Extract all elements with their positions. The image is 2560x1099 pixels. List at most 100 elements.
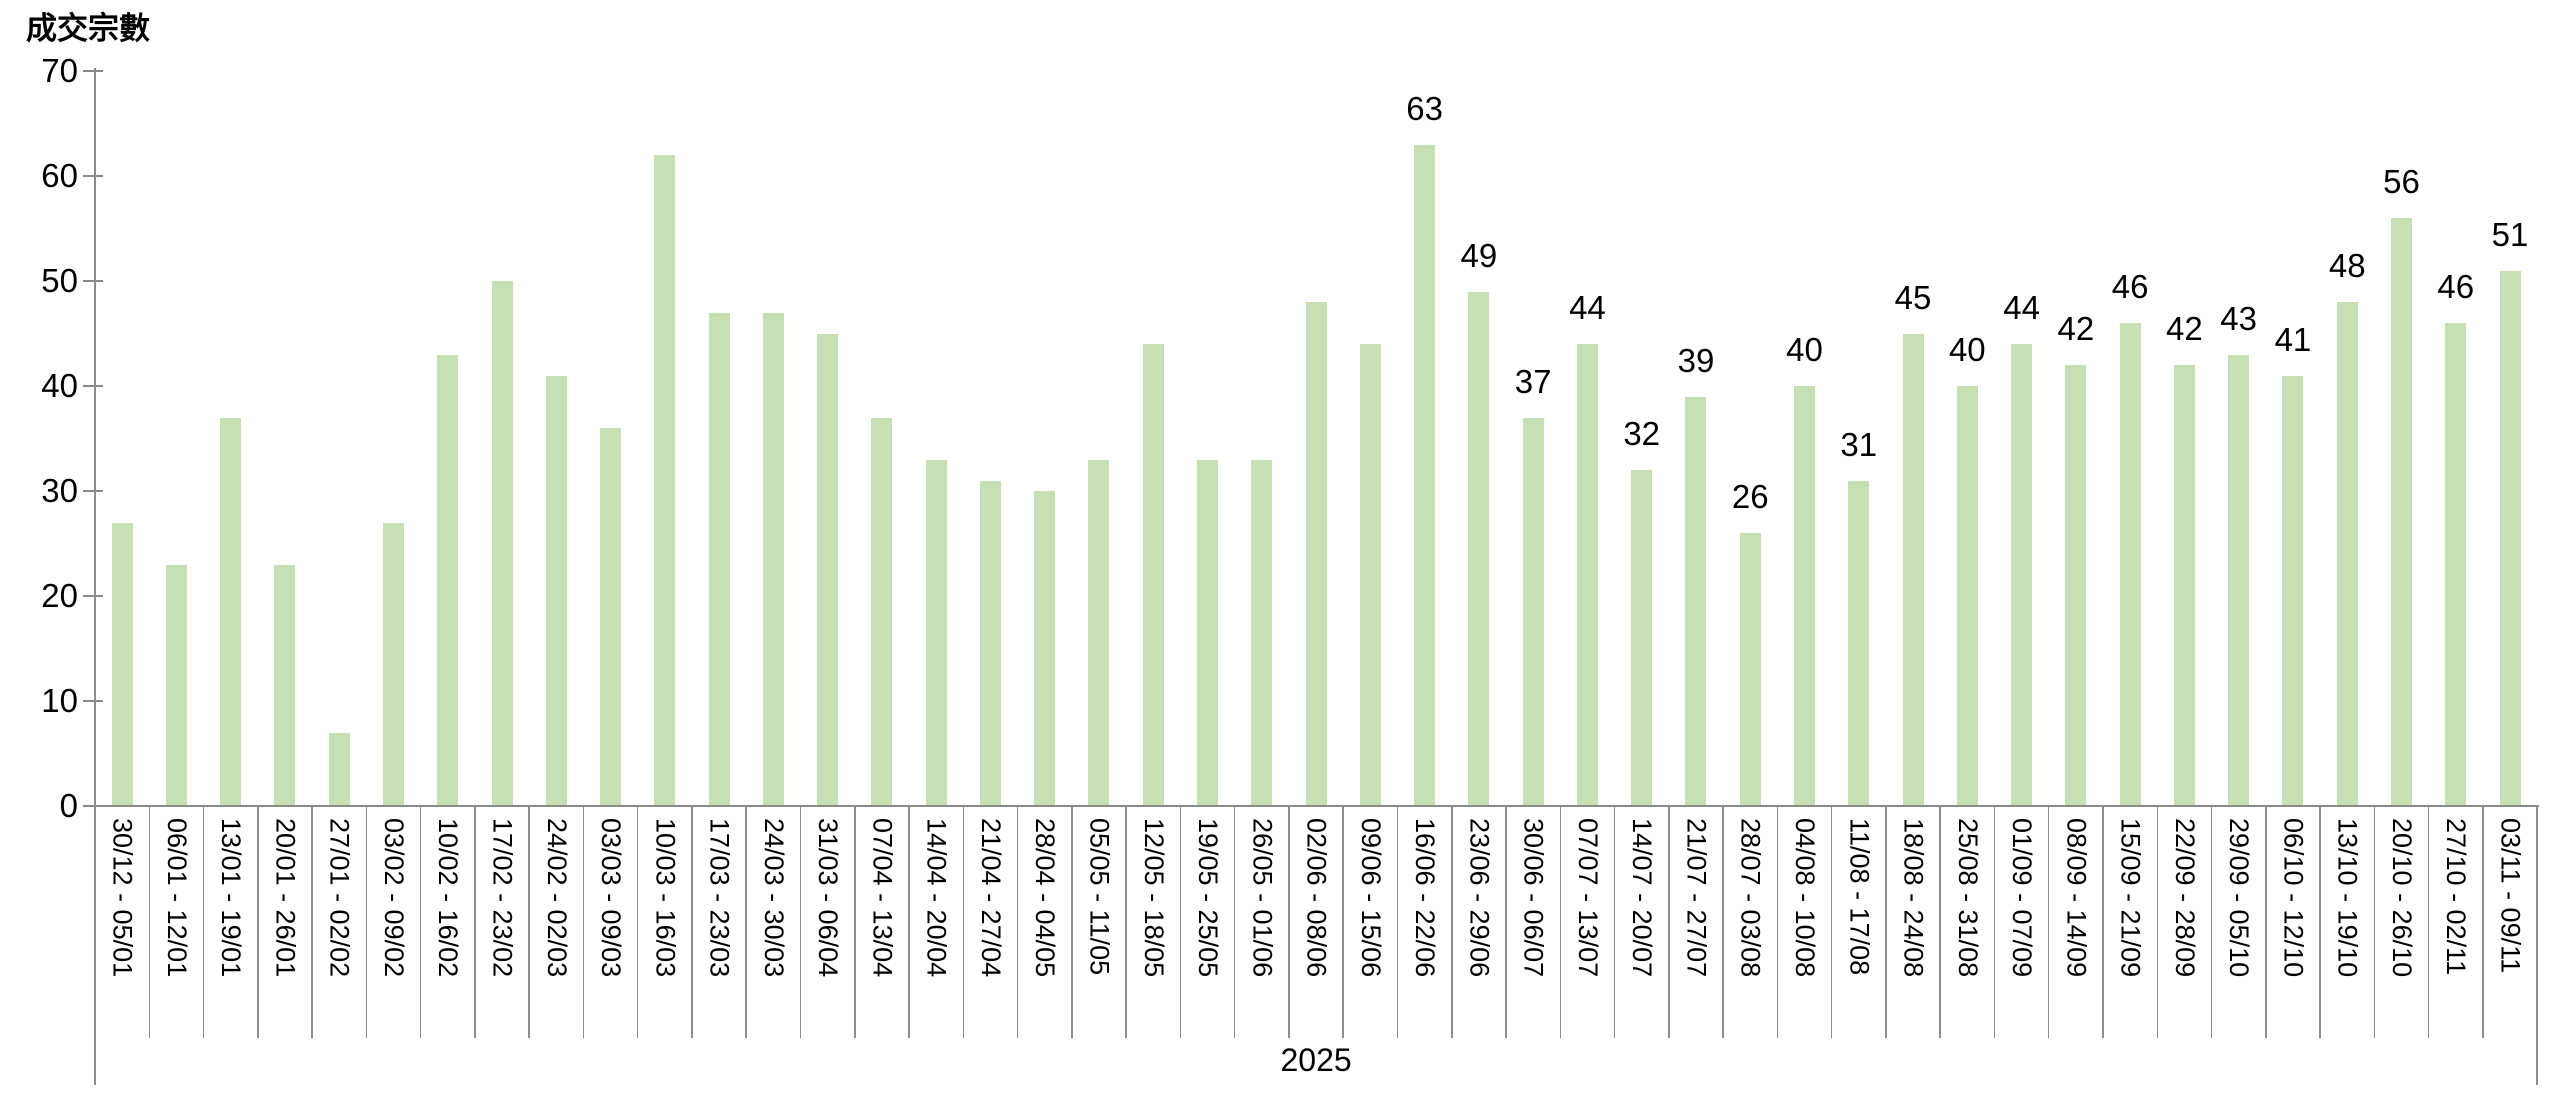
category-separator — [257, 806, 259, 1038]
category-separator — [2102, 806, 2104, 1038]
x-tick-label: 29/09 - 05/10 — [2212, 818, 2266, 1050]
x-tick-label-text: 26/05 - 01/06 — [1247, 818, 1278, 978]
category-separator — [1288, 806, 1290, 1038]
axis-boundary — [94, 806, 96, 1085]
bar — [2282, 375, 2304, 806]
bar-value-label: 51 — [2491, 215, 2529, 253]
y-tick-mark — [83, 280, 103, 282]
category-separator — [1993, 806, 1996, 1038]
x-tick-label-text: 03/02 - 09/02 — [378, 818, 409, 978]
category-separator — [1505, 806, 1507, 1038]
bar — [925, 459, 947, 806]
bar-value-label: 48 — [2328, 247, 2366, 284]
category-separator — [1233, 806, 1236, 1038]
bar — [1359, 344, 1381, 806]
bar — [2173, 365, 2195, 806]
x-tick-label: 30/06 - 06/07 — [1506, 818, 1560, 1050]
x-tick-label-text: 21/07 - 27/07 — [1681, 818, 1712, 978]
x-tick-label-text: 24/03 - 30/03 — [758, 818, 789, 978]
bar — [437, 354, 459, 806]
bar-value-label: 45 — [1894, 278, 1932, 316]
category-separator — [1668, 806, 1670, 1038]
y-tick-label: 10 — [41, 682, 78, 719]
bar — [2499, 270, 2521, 806]
category-separator — [2319, 806, 2321, 1038]
x-axis-line — [93, 805, 2540, 807]
x-tick-label-text: 24/02 - 02/03 — [541, 818, 572, 978]
x-tick-label-text: 30/06 - 06/07 — [1518, 818, 1549, 978]
x-tick-label-text: 20/01 - 26/01 — [270, 818, 301, 978]
x-tick-label: 21/07 - 27/07 — [1669, 818, 1723, 1050]
category-separator — [2047, 806, 2050, 1038]
x-tick-label-text: 17/02 - 23/02 — [487, 818, 518, 978]
x-tick-label-text: 16/06 - 22/06 — [1410, 818, 1441, 978]
bar — [1197, 459, 1219, 806]
y-tick-label: 70 — [41, 52, 78, 89]
x-tick-label: 17/02 - 23/02 — [475, 818, 529, 1050]
x-tick-label: 14/04 - 20/04 — [909, 818, 963, 1050]
bar — [111, 522, 133, 806]
axis-boundary — [2536, 806, 2538, 1085]
bar — [1034, 491, 1056, 806]
bar — [1848, 480, 1870, 806]
category-separator — [2210, 806, 2213, 1038]
x-tick-label: 07/04 - 13/04 — [855, 818, 909, 1050]
x-tick-label-text: 30/12 - 05/01 — [107, 818, 138, 978]
y-tick-mark — [83, 70, 103, 72]
x-tick-label-text: 22/09 - 28/09 — [2169, 818, 2200, 978]
x-tick-label-text: 28/07 - 03/08 — [1735, 818, 1766, 978]
x-tick-label-text: 21/04 - 27/04 — [975, 818, 1006, 978]
bar-value-label: 49 — [1460, 236, 1498, 274]
x-tick-label: 08/09 - 14/09 — [2049, 818, 2103, 1050]
bar-value-label: 44 — [2003, 289, 2040, 326]
bar — [1251, 459, 1273, 806]
category-separator — [1342, 806, 1344, 1038]
bar-value-label: 46 — [2437, 268, 2475, 305]
category-separator — [202, 806, 205, 1038]
y-tick-mark — [83, 490, 103, 492]
x-tick-label: 03/11 - 09/11 — [2483, 818, 2537, 1050]
bar-value-label: 40 — [1786, 331, 1823, 368]
bar — [2445, 323, 2467, 806]
y-tick-label: 60 — [41, 157, 78, 194]
x-tick-label-text: 10/03 - 16/03 — [650, 818, 681, 978]
y-axis-line — [93, 68, 96, 808]
x-tick-label-text: 14/07 - 20/07 — [1627, 818, 1658, 978]
bar — [1305, 302, 1327, 806]
x-tick-label: 31/03 - 06/04 — [801, 818, 855, 1050]
bar — [1631, 470, 1653, 806]
x-tick-label: 13/10 - 19/10 — [2320, 818, 2374, 1050]
x-tick-label-text: 17/03 - 23/03 — [704, 818, 735, 978]
y-axis-title: 成交宗數 — [26, 11, 150, 46]
x-tick-label: 27/01 - 02/02 — [312, 818, 366, 1050]
bar — [1956, 386, 1978, 806]
bar — [165, 564, 187, 806]
x-tick-label-text: 13/10 - 19/10 — [2332, 818, 2363, 978]
bar — [220, 417, 242, 806]
x-tick-label-text: 12/05 - 18/05 — [1138, 818, 1169, 978]
y-tick-mark — [83, 595, 103, 597]
bar-value-label: 41 — [2274, 320, 2312, 358]
x-tick-label: 11/08 - 17/08 — [1832, 818, 1886, 1050]
category-separator — [908, 806, 910, 1038]
bar — [762, 312, 784, 806]
x-tick-label-text: 23/06 - 29/06 — [1464, 818, 1495, 978]
category-separator — [2265, 806, 2267, 1038]
bar — [1414, 144, 1436, 806]
category-separator — [1776, 806, 1779, 1038]
x-tick-label-text: 04/08 - 10/08 — [1789, 818, 1820, 978]
bar — [871, 417, 893, 806]
x-tick-label: 17/03 - 23/03 — [692, 818, 746, 1050]
bar — [274, 564, 296, 806]
x-tick-label: 14/07 - 20/07 — [1615, 818, 1669, 1050]
bar — [1522, 417, 1544, 806]
bar — [1794, 386, 1815, 806]
category-separator — [365, 806, 368, 1038]
bar-value-label: 56 — [2383, 163, 2420, 200]
x-tick-label: 23/06 - 29/06 — [1452, 818, 1506, 1050]
x-tick-label-text: 06/01 - 12/01 — [161, 818, 192, 978]
x-tick-label-text: 01/09 - 07/09 — [2007, 818, 2038, 978]
bar-value-label: 26 — [1731, 478, 1769, 515]
x-tick-label: 05/05 - 11/05 — [1072, 818, 1126, 1050]
category-separator — [1830, 806, 1833, 1038]
